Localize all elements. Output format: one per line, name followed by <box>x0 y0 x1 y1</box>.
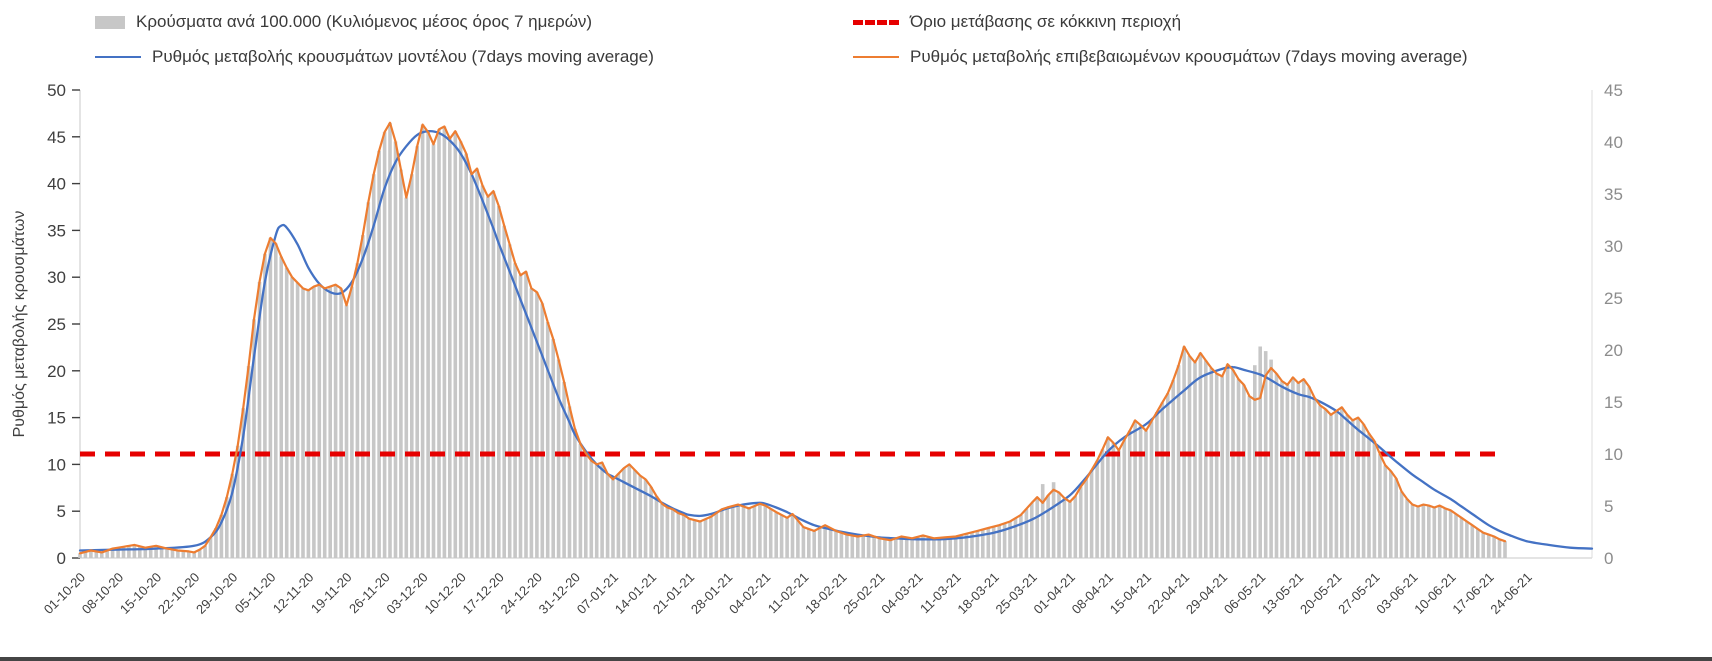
model-line-swatch <box>95 56 141 58</box>
svg-text:0: 0 <box>57 549 66 568</box>
svg-text:35: 35 <box>47 221 66 240</box>
legend-label-cases-per-100k: Κρούσματα ανά 100.000 (Κυλιόμενος μέσος … <box>136 12 593 31</box>
svg-text:25: 25 <box>1604 289 1623 308</box>
svg-text:50: 50 <box>47 81 66 100</box>
svg-text:0: 0 <box>1604 549 1613 568</box>
svg-text:10: 10 <box>47 455 66 474</box>
legend-label-confirmed-rate: Ρυθμός μεταβολής επιβεβαιωμένων κρουσμάτ… <box>910 47 1468 66</box>
legend-item-model-rate: Ρυθμός μεταβολής κρουσμάτων μοντέλου (7d… <box>95 47 654 67</box>
svg-text:12-11-20: 12-11-20 <box>270 570 317 617</box>
svg-text:05-11-20: 05-11-20 <box>232 570 279 617</box>
svg-text:29-10-20: 29-10-20 <box>193 570 240 617</box>
svg-text:20: 20 <box>1604 341 1623 360</box>
window-bottom-border <box>0 657 1712 661</box>
confirmed-line-swatch <box>853 56 899 58</box>
threshold-dash-swatch <box>853 19 899 25</box>
svg-text:15: 15 <box>1604 393 1623 412</box>
svg-text:10: 10 <box>1604 445 1623 464</box>
svg-text:25: 25 <box>47 315 66 334</box>
svg-text:04-02-21: 04-02-21 <box>726 570 773 617</box>
legend-item-confirmed-rate: Ρυθμός μεταβολής επιβεβαιωμένων κρουσμάτ… <box>853 47 1468 67</box>
svg-text:40: 40 <box>1604 133 1623 152</box>
legend-label-threshold: Όριο μετάβασης σε κόκκινη περιοχή <box>910 12 1182 31</box>
legend-item-cases-per-100k: Κρούσματα ανά 100.000 (Κυλιόμενος μέσος … <box>95 12 592 32</box>
svg-text:15: 15 <box>47 409 66 428</box>
svg-text:30: 30 <box>1604 237 1623 256</box>
svg-text:24-06-21: 24-06-21 <box>1487 570 1534 617</box>
svg-text:5: 5 <box>57 502 66 521</box>
legend-label-model-rate: Ρυθμός μεταβολής κρουσμάτων μοντέλου (7d… <box>152 47 654 66</box>
legend-item-threshold: Όριο μετάβασης σε κόκκινη περιοχή <box>853 12 1181 32</box>
svg-text:45: 45 <box>1604 81 1623 100</box>
svg-text:5: 5 <box>1604 497 1613 516</box>
bar-swatch <box>95 15 125 29</box>
svg-text:04-03-21: 04-03-21 <box>878 570 925 617</box>
svg-text:35: 35 <box>1604 185 1623 204</box>
svg-text:40: 40 <box>47 175 66 194</box>
svg-text:20: 20 <box>47 362 66 381</box>
svg-text:19-11-20: 19-11-20 <box>308 570 355 617</box>
svg-text:45: 45 <box>47 128 66 147</box>
svg-text:30: 30 <box>47 268 66 287</box>
